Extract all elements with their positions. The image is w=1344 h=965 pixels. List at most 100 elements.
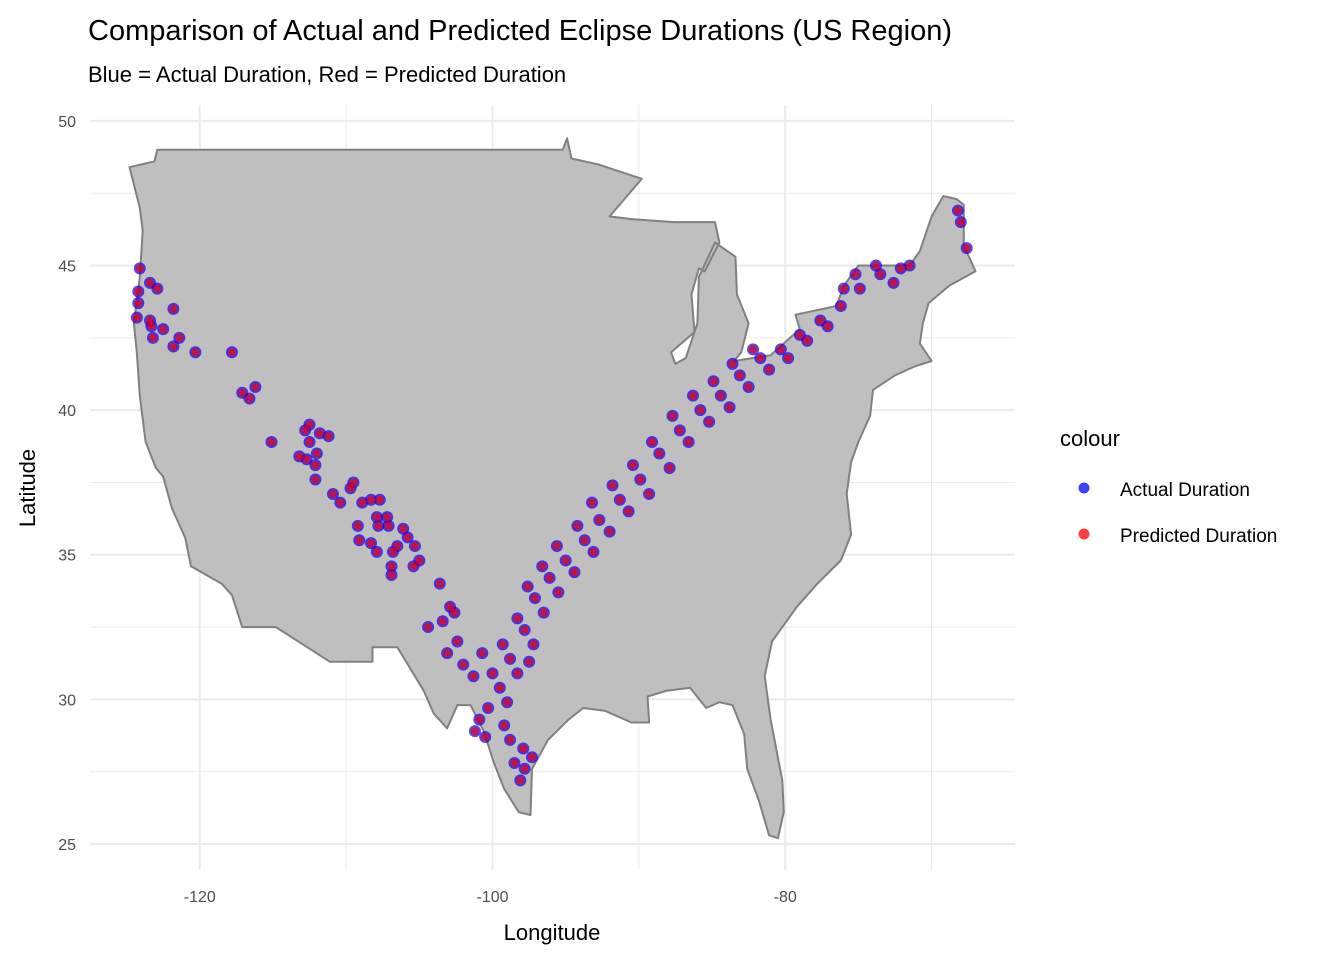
point-predicted: [409, 562, 418, 571]
point-predicted: [953, 206, 963, 215]
point-predicted: [366, 495, 376, 505]
point-predicted: [896, 264, 906, 273]
point-predicted: [346, 483, 355, 493]
point-predicted: [502, 697, 512, 707]
point-predicted: [956, 217, 966, 227]
point-predicted: [516, 776, 525, 785]
point-predicted: [191, 347, 200, 357]
point-predicted: [480, 732, 490, 742]
point-predicted: [442, 648, 452, 658]
point-predicted: [513, 614, 522, 623]
x-tick-label: -80: [774, 889, 797, 906]
point-predicted: [355, 535, 364, 545]
point-predicted: [587, 498, 597, 507]
point-predicted: [366, 538, 376, 548]
point-predicted: [644, 489, 654, 499]
point-predicted: [510, 758, 519, 768]
point-predicted: [174, 333, 184, 343]
x-axis-title: Longitude: [504, 920, 601, 945]
point-predicted: [836, 301, 846, 311]
legend-key-predicted: [1078, 528, 1090, 540]
point-predicted: [438, 616, 448, 626]
point-predicted: [153, 284, 162, 293]
y-tick-label: 45: [58, 259, 76, 276]
point-predicted: [470, 726, 480, 736]
point-predicted: [311, 475, 320, 484]
point-predicted: [357, 498, 367, 507]
point-predicted: [237, 388, 247, 398]
y-axis-title: Latitude: [15, 449, 40, 527]
point-predicted: [802, 336, 812, 346]
point-predicted: [704, 417, 714, 427]
point-predicted: [382, 512, 392, 522]
point-predicted: [962, 243, 972, 253]
point-predicted: [748, 345, 758, 354]
point-predicted: [636, 475, 645, 484]
point-predicted: [795, 330, 805, 340]
point-predicted: [589, 547, 598, 557]
point-predicted: [573, 521, 582, 531]
point-predicted: [315, 428, 325, 438]
point-predicted: [523, 582, 532, 591]
point-predicted: [776, 345, 786, 354]
point-predicted: [158, 324, 168, 334]
point-predicted: [475, 715, 484, 724]
point-predicted: [145, 278, 155, 288]
point-predicted: [267, 437, 276, 447]
point-predicted: [148, 333, 158, 343]
point-predicted: [855, 284, 865, 293]
x-axis-ticks: -120 -100 -80: [184, 889, 797, 906]
y-tick-label: 50: [58, 114, 76, 131]
point-predicted: [552, 541, 562, 551]
us-map: [128, 137, 977, 840]
point-predicted: [133, 287, 143, 296]
point-predicted: [387, 570, 396, 580]
point-predicted: [251, 382, 260, 392]
point-predicted: [505, 735, 515, 745]
point-predicted: [823, 321, 832, 331]
point-predicted: [328, 489, 338, 499]
point-predicted: [499, 721, 509, 730]
point-predicted: [889, 278, 898, 288]
point-predicted: [415, 556, 424, 565]
point-predicted: [423, 622, 433, 632]
point-predicted: [388, 547, 398, 557]
point-predicted: [524, 657, 534, 667]
chart-title: Comparison of Actual and Predicted Eclip…: [88, 15, 952, 47]
point-predicted: [469, 671, 478, 681]
point-predicted: [580, 535, 589, 545]
point-predicted: [245, 394, 254, 403]
point-predicted: [554, 588, 563, 597]
point-predicted: [398, 524, 408, 534]
point-predicted: [353, 521, 363, 531]
data-points: [130, 204, 973, 787]
chart-subtitle: Blue = Actual Duration, Red = Predicted …: [88, 62, 566, 87]
point-predicted: [513, 669, 522, 678]
point-predicted: [530, 593, 540, 603]
x-tick-label: -120: [184, 889, 216, 906]
point-predicted: [169, 342, 178, 351]
point-predicted: [495, 683, 505, 693]
point-predicted: [647, 437, 657, 447]
point-predicted: [688, 391, 698, 400]
point-predicted: [505, 654, 515, 664]
point-predicted: [608, 481, 617, 490]
point-predicted: [132, 313, 142, 322]
point-predicted: [905, 261, 914, 270]
point-predicted: [545, 573, 554, 583]
point-predicted: [764, 365, 774, 374]
point-predicted: [756, 353, 765, 363]
point-predicted: [816, 316, 825, 325]
point-predicted: [384, 521, 393, 531]
point-predicted: [725, 402, 734, 412]
point-predicted: [728, 359, 737, 369]
us-outline: [128, 137, 977, 840]
point-predicted: [783, 353, 793, 363]
legend: colour Actual Duration Predicted Duratio…: [1060, 426, 1277, 547]
point-predicted: [665, 463, 674, 473]
point-predicted: [655, 449, 664, 458]
point-predicted: [709, 376, 718, 386]
legend-key-actual: [1078, 482, 1090, 494]
point-predicted: [527, 752, 537, 762]
point-predicted: [570, 567, 579, 577]
